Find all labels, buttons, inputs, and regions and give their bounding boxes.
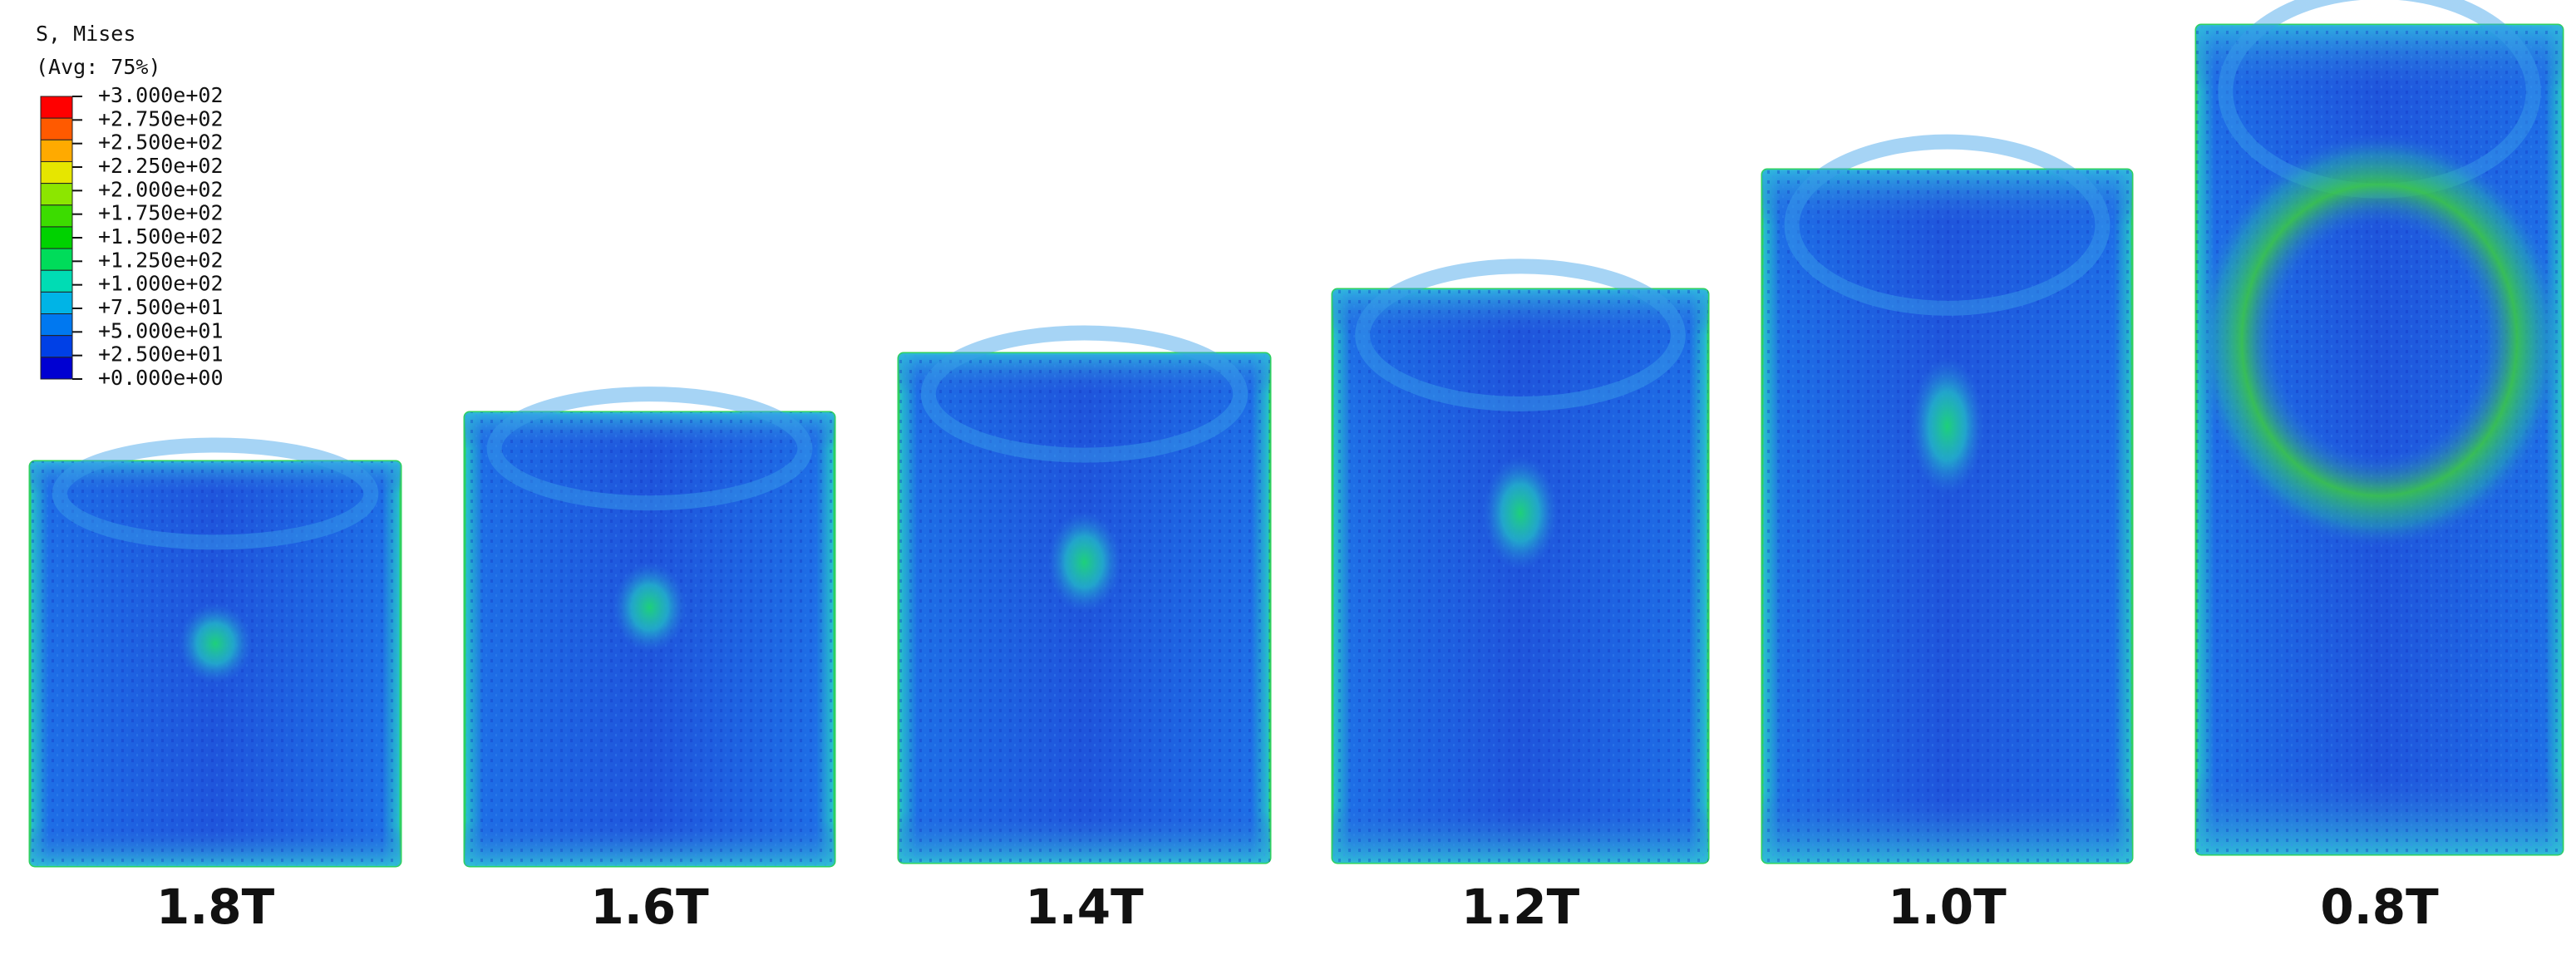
panel-noise: [1762, 170, 2132, 863]
panel-label: 1.0T: [1888, 879, 2007, 935]
contour-panel: [1331, 258, 1710, 864]
legend-label: +2.750e+02: [98, 106, 224, 130]
legend-band: [40, 183, 73, 206]
stress-spot: [1047, 511, 1122, 613]
stress-spot: [613, 562, 687, 653]
legend-band: [40, 117, 73, 140]
panel-label: 1.4T: [1025, 879, 1144, 935]
legend-band: [40, 313, 73, 337]
legend-band: [40, 226, 73, 249]
legend-label: +2.250e+02: [98, 154, 224, 178]
stress-spot: [1482, 455, 1559, 571]
legend-label: +2.500e+01: [98, 342, 224, 367]
legend-band: [40, 96, 73, 119]
legend-label: +0.000e+00: [98, 366, 224, 390]
legend-title: S, Mises: [36, 22, 135, 46]
legend-label: +2.500e+02: [98, 130, 224, 155]
legend-label: +7.500e+01: [98, 295, 224, 319]
legend-band: [40, 269, 73, 293]
legend-band: [40, 204, 73, 228]
legend-label: +1.250e+02: [98, 248, 224, 272]
panel-label: 1.8T: [156, 879, 275, 935]
panel-noise: [1332, 289, 1708, 863]
legend-label: +2.000e+02: [98, 177, 224, 201]
contour-panel: [1761, 134, 2134, 864]
stress-spot: [178, 603, 253, 684]
stress-arch: [2196, 132, 2563, 548]
legend-label: +5.000e+01: [98, 318, 224, 342]
legend-band: [40, 139, 73, 162]
panel-label: 1.2T: [1461, 879, 1580, 935]
legend-band: [40, 248, 73, 271]
legend-label: +3.000e+02: [98, 83, 224, 107]
upper-arc: [920, 325, 1249, 463]
legend-band: [40, 357, 73, 380]
legend-subtitle: (Avg: 75%): [36, 55, 161, 79]
upper-arc: [486, 386, 813, 511]
legend-label: +1.500e+02: [98, 224, 224, 249]
legend-label: +1.000e+02: [98, 272, 224, 296]
upper-arc: [52, 437, 379, 550]
upper-arc: [1355, 258, 1686, 412]
panel-label: 1.6T: [590, 879, 709, 935]
contour-panel: [2194, 0, 2564, 856]
upper-arc: [1784, 134, 2111, 316]
panel-label: 0.8T: [2320, 879, 2439, 935]
legend-band: [40, 291, 73, 315]
stress-spot: [1910, 357, 1984, 495]
contour-panel: [463, 386, 836, 868]
contour-panel: [28, 437, 402, 868]
legend-label: +1.750e+02: [98, 201, 224, 225]
legend-band: [40, 335, 73, 358]
contour-panel: [897, 325, 1272, 864]
legend-band: [40, 160, 73, 185]
